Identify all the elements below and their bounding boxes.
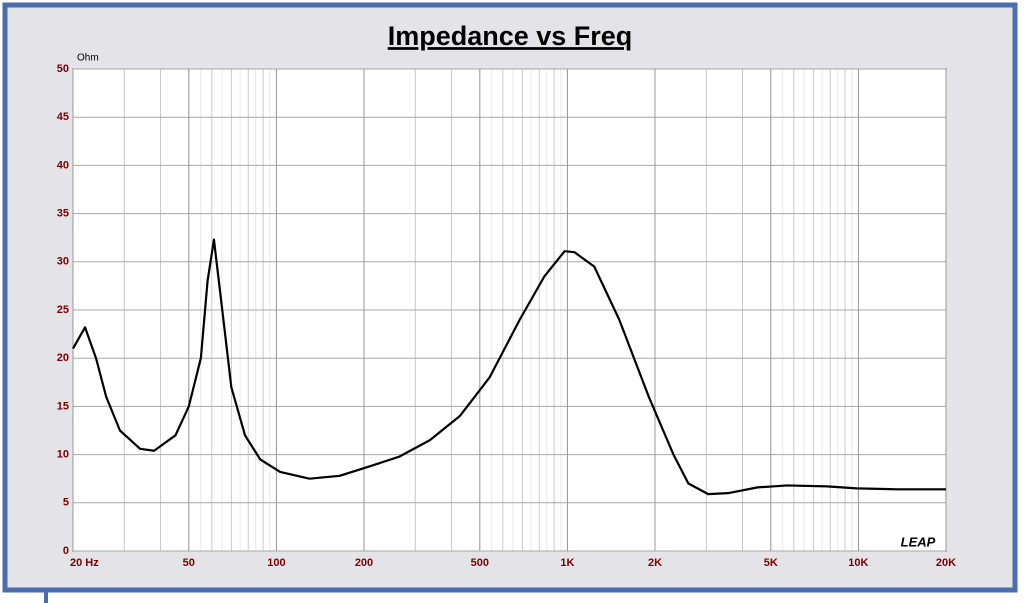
y-tick-label: 50 [57, 63, 69, 75]
y-tick-label: 5 [63, 497, 69, 509]
y-tick-label: 0 [63, 545, 69, 557]
x-tick-label: 1K [560, 557, 574, 569]
y-tick-label: 25 [57, 304, 69, 316]
impedance-line [72, 238, 946, 496]
x-tick-label: 50 [183, 557, 195, 569]
x-tick-label: 20 Hz [70, 557, 99, 569]
y-axis-label: Ohm [77, 53, 99, 64]
y-tick-label: 15 [57, 400, 69, 412]
x-tick-label: 20K [936, 557, 956, 569]
marks [72, 238, 946, 496]
y-tick-label: 10 [57, 449, 69, 461]
x-tick-label: 5K [764, 557, 778, 569]
y-tick-label: 40 [57, 159, 69, 171]
y-tick-label: 20 [57, 352, 69, 364]
y-tick-label: 30 [57, 256, 69, 268]
x-tick-label: 500 [471, 557, 489, 569]
y-tick-label: 45 [57, 111, 69, 123]
x-tick-label: 100 [267, 557, 285, 569]
x-tick-label: 200 [355, 557, 373, 569]
x-tick-label: 10K [848, 557, 868, 569]
chart-title: Impedance vs Freq [388, 21, 633, 51]
x-tick-label: 2K [648, 557, 662, 569]
y-tick-label: 35 [57, 208, 69, 220]
logo: LEAP [901, 534, 936, 549]
grid: 0 5 10 15 20 25 30 35 40 45 50 20 Hz 50 100 200 500 1K 2K… [57, 63, 956, 569]
